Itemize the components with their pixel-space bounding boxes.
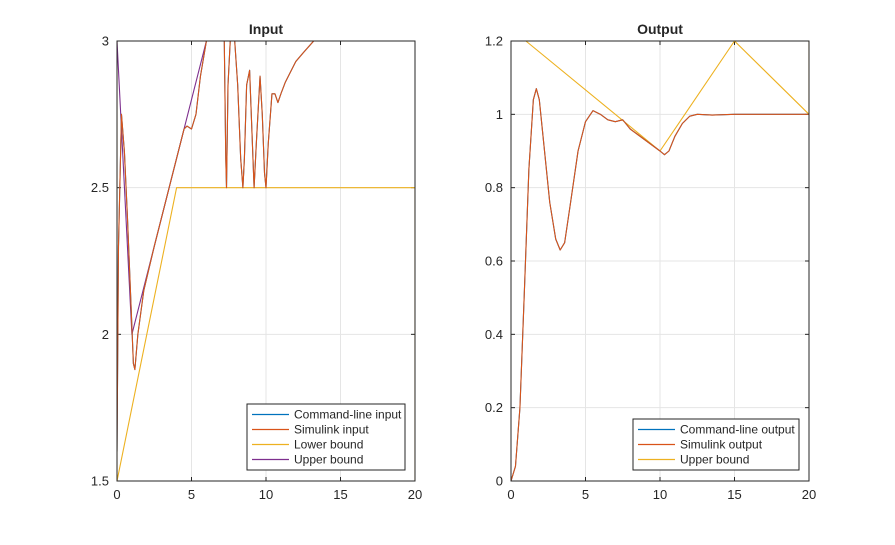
- y-tick-label: 3: [102, 34, 109, 49]
- legend-label: Command-line output: [680, 423, 795, 437]
- y-tick-label: 0.4: [485, 327, 503, 342]
- x-tick-label: 0: [113, 487, 120, 502]
- x-tick-label: 10: [653, 487, 667, 502]
- legend-label: Simulink input: [294, 423, 369, 437]
- x-tick-label: 10: [259, 487, 273, 502]
- y-tick-label: 0.8: [485, 180, 503, 195]
- chart-title: Input: [249, 21, 284, 37]
- x-tick-label: 5: [188, 487, 195, 502]
- axes-box: [510, 40, 810, 482]
- x-tick-label: 5: [582, 487, 589, 502]
- x-tick-label: 0: [507, 487, 514, 502]
- x-tick-label: 20: [802, 487, 816, 502]
- series-line-simulink-input: [117, 40, 415, 452]
- series-line-simulink-output: [511, 88, 809, 482]
- y-tick-label: 0: [496, 474, 503, 489]
- legend-label: Upper bound: [680, 453, 749, 467]
- axes-box: [116, 40, 416, 482]
- x-tick-label: 15: [727, 487, 741, 502]
- y-tick-label: 2: [102, 327, 109, 342]
- y-tick-label: 1.5: [91, 474, 109, 489]
- chart-title: Output: [637, 21, 683, 37]
- y-tick-label: 0.6: [485, 254, 503, 269]
- series-line-lower-bound: [117, 40, 415, 482]
- y-tick-label: 1.2: [485, 34, 503, 49]
- x-tick-label: 20: [408, 487, 422, 502]
- x-tick-label: 15: [333, 487, 347, 502]
- legend-label: Simulink output: [680, 438, 763, 452]
- legend-label: Lower bound: [294, 438, 363, 452]
- chart-input: 0 5 10 15 20 1.5 2 2.5 3 Input Command-line inputS…: [91, 21, 422, 502]
- y-tick-label: 1: [496, 107, 503, 122]
- y-tick-label: 2.5: [91, 180, 109, 195]
- legend-label: Upper bound: [294, 453, 363, 467]
- legend-label: Command-line input: [294, 408, 402, 422]
- chart-output: 0 5 10 15 20 0 0.2 0.4 0.6 0.8 1 1.2 Output Command-l…: [485, 21, 816, 502]
- y-tick-label: 0.2: [485, 400, 503, 415]
